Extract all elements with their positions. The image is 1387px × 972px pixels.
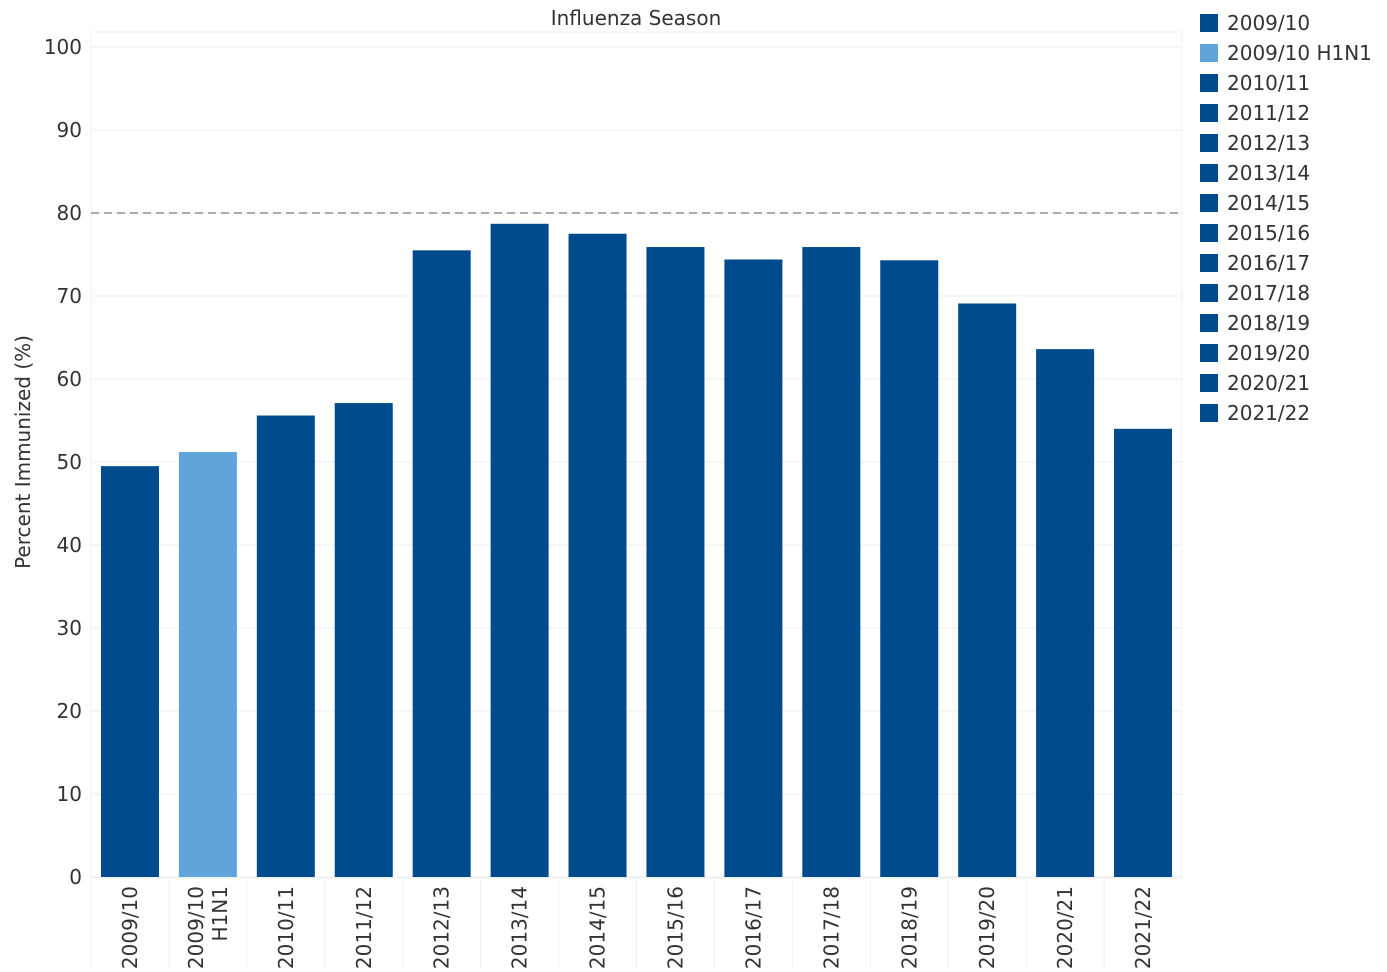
x-tick-label: 2021/22: [1131, 886, 1155, 969]
bar: [334, 403, 393, 877]
legend-item: 2015/16: [1200, 218, 1372, 248]
plot-area: [90, 31, 1183, 879]
bar: [958, 303, 1017, 878]
bar: [100, 466, 159, 877]
x-tick-label: 2015/16: [663, 886, 687, 969]
legend-swatch: [1200, 374, 1218, 392]
y-tick-label: 50: [57, 450, 82, 474]
legend-item: 2018/19: [1200, 308, 1372, 338]
bar: [178, 452, 237, 877]
y-tick-label: 40: [57, 533, 82, 557]
x-tick-label: 2016/17: [741, 886, 765, 969]
x-tick-label: 2019/20: [975, 886, 999, 969]
y-axis-label: Percent Immunized (%): [11, 335, 35, 569]
legend-label: 2010/11: [1227, 71, 1311, 95]
legend-label: 2015/16: [1227, 221, 1311, 245]
legend-swatch: [1200, 104, 1218, 122]
legend-label: 2011/12: [1227, 101, 1311, 125]
legend-item: 2014/15: [1200, 188, 1372, 218]
x-tick-label: 2012/13: [430, 886, 454, 969]
y-tick-label: 10: [57, 782, 82, 806]
legend-item: 2020/21: [1200, 368, 1372, 398]
legend-swatch: [1200, 164, 1218, 182]
y-tick-label: 30: [57, 616, 82, 640]
legend-swatch: [1200, 224, 1218, 242]
y-axis-ticks: 0 10 20 30 40 50 60 70 80 90 100: [44, 35, 82, 889]
legend: 2009/10 2009/10 H1N1 2010/11 2011/12 2012/13…: [1200, 8, 1372, 428]
legend-swatch: [1200, 404, 1218, 422]
x-tick-label: 2014/15: [586, 886, 610, 969]
bar: [568, 233, 627, 877]
bar: [1036, 349, 1095, 877]
x-tick-label: 2009/10: [118, 886, 142, 969]
y-tick-label: 20: [57, 699, 82, 723]
legend-label: 2009/10 H1N1: [1227, 41, 1372, 65]
legend-swatch: [1200, 14, 1218, 32]
bar: [490, 223, 549, 878]
legend-item: 2009/10: [1200, 8, 1372, 38]
y-tick-label: 60: [57, 367, 82, 391]
legend-item: 2011/12: [1200, 98, 1372, 128]
x-tick-label: 2020/21: [1053, 886, 1077, 969]
legend-item: 2019/20: [1200, 338, 1372, 368]
x-tick-label: 2009/10H1N1: [184, 886, 232, 969]
legend-swatch: [1200, 344, 1218, 362]
bar: [724, 259, 783, 878]
legend-swatch: [1200, 284, 1218, 302]
x-tick-label: 2010/11: [274, 886, 298, 969]
legend-swatch: [1200, 194, 1218, 212]
legend-label: 2019/20: [1227, 341, 1311, 365]
bar: [802, 247, 861, 877]
legend-label: 2018/19: [1227, 311, 1311, 335]
legend-label: 2021/22: [1227, 401, 1311, 425]
y-tick-label: 70: [57, 284, 82, 308]
legend-label: 2014/15: [1227, 191, 1311, 215]
y-tick-label: 90: [57, 118, 82, 142]
y-tick-label: 80: [57, 201, 82, 225]
bar: [412, 250, 471, 878]
legend-swatch: [1200, 134, 1218, 152]
x-tick-label: 2017/18: [819, 886, 843, 969]
gridlines: [90, 31, 1183, 879]
bar: [1114, 428, 1173, 877]
bar: [880, 260, 939, 877]
legend-item: 2010/11: [1200, 68, 1372, 98]
legend-item: 2013/14: [1200, 158, 1372, 188]
x-tick-label: 2011/12: [352, 886, 376, 969]
legend-label: 2009/10: [1227, 11, 1311, 35]
y-tick-label: 100: [44, 35, 82, 59]
y-tick-label: 0: [69, 865, 82, 889]
x-tick-label: 2018/19: [897, 886, 921, 969]
legend-item: 2017/18: [1200, 278, 1372, 308]
legend-item: 2021/22: [1200, 398, 1372, 428]
legend-label: 2017/18: [1227, 281, 1311, 305]
legend-label: 2013/14: [1227, 161, 1311, 185]
chart-title: Influenza Season: [551, 6, 722, 30]
x-axis-ticks: 2009/10 2009/10H1N1 2010/11 2011/12 2012/13 2…: [90, 878, 1155, 969]
legend-label: 2016/17: [1227, 251, 1311, 275]
legend-swatch: [1200, 44, 1218, 62]
legend-swatch: [1200, 74, 1218, 92]
bars: [100, 223, 1173, 878]
legend-label: 2020/21: [1227, 371, 1311, 395]
legend-item: 2016/17: [1200, 248, 1372, 278]
legend-item: 2009/10 H1N1: [1200, 38, 1372, 68]
bar: [256, 415, 315, 877]
x-tick-label: 2013/14: [508, 886, 532, 969]
legend-swatch: [1200, 254, 1218, 272]
legend-item: 2012/13: [1200, 128, 1372, 158]
bar: [646, 247, 705, 877]
legend-label: 2012/13: [1227, 131, 1311, 155]
legend-swatch: [1200, 314, 1218, 332]
